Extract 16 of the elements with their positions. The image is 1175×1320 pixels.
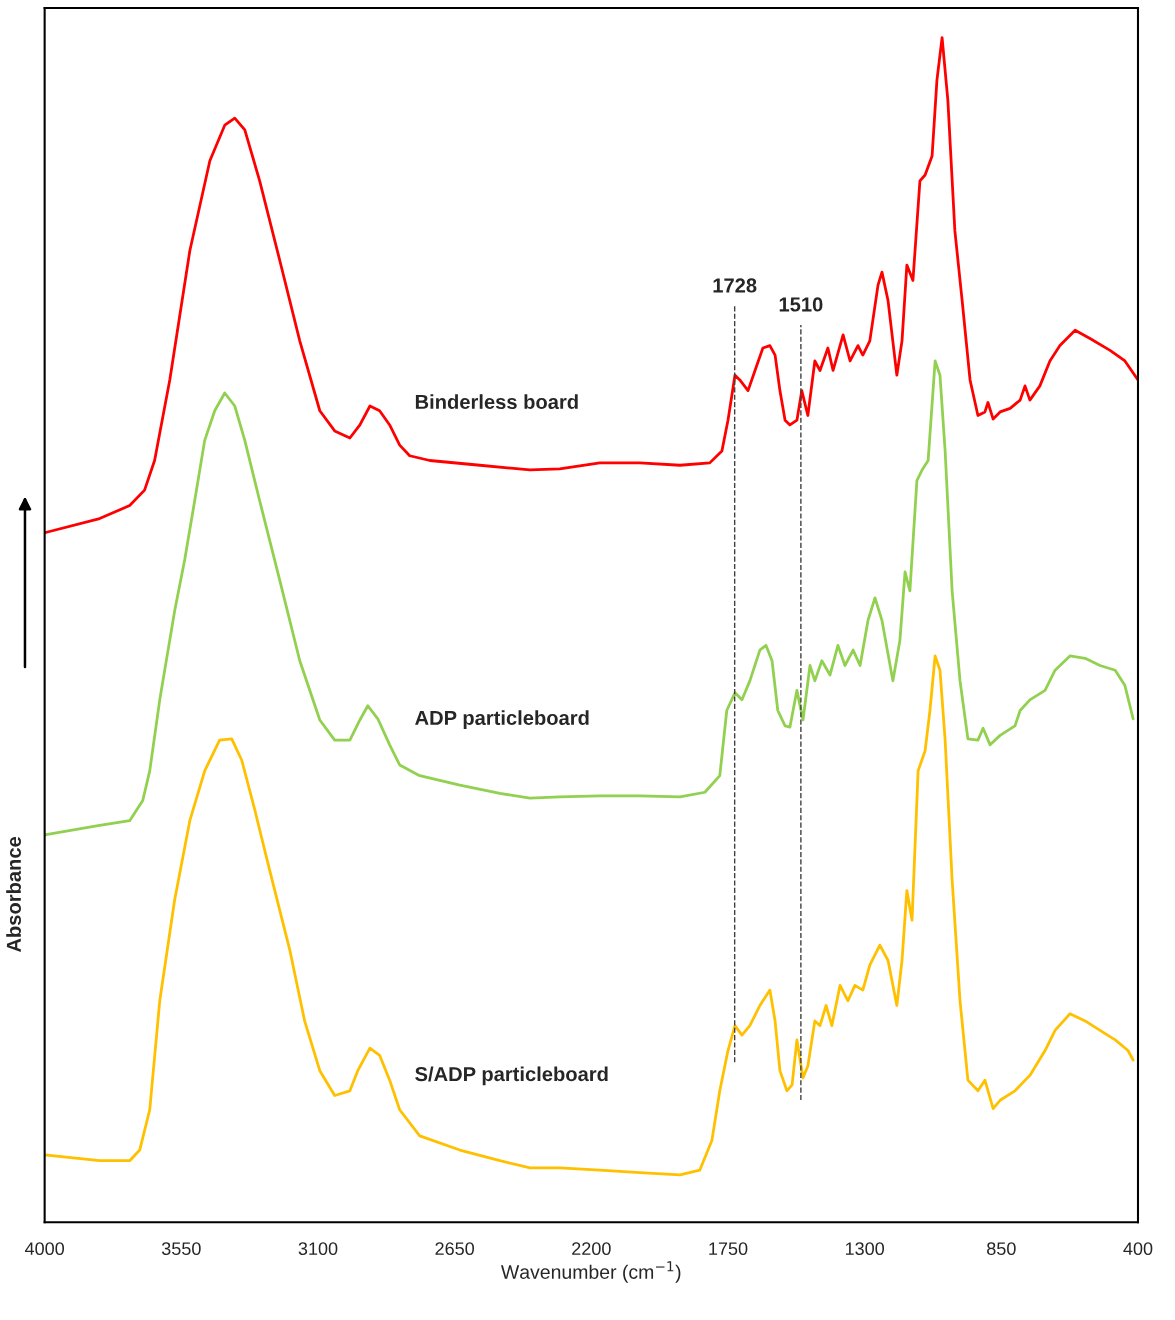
x-tick-label: 3550 bbox=[161, 1242, 201, 1256]
x-tick-label: 3100 bbox=[298, 1242, 338, 1256]
x-tick-label: 850 bbox=[987, 1242, 1016, 1256]
series-label: ADP particleboard bbox=[415, 710, 589, 729]
x-axis-title: Wavenumber (cm$^{−1}$) bbox=[500, 1261, 681, 1283]
x-tick-label: 2200 bbox=[572, 1242, 611, 1256]
y-axis-title: Absorbance bbox=[6, 836, 21, 953]
x-tick-label: 4000 bbox=[24, 1242, 65, 1256]
x-tick-label: 2650 bbox=[435, 1242, 475, 1256]
x-tick-label: 400 bbox=[1123, 1242, 1153, 1256]
series-label: S/ADP particleboard bbox=[415, 1066, 608, 1086]
x-tick-label: 1750 bbox=[709, 1242, 748, 1256]
ref-line-label: 1510 bbox=[779, 297, 823, 312]
ref-line-label: 1728 bbox=[713, 278, 757, 293]
series-label: Binderless board bbox=[415, 394, 578, 410]
x-tick-label: 1300 bbox=[845, 1242, 885, 1256]
